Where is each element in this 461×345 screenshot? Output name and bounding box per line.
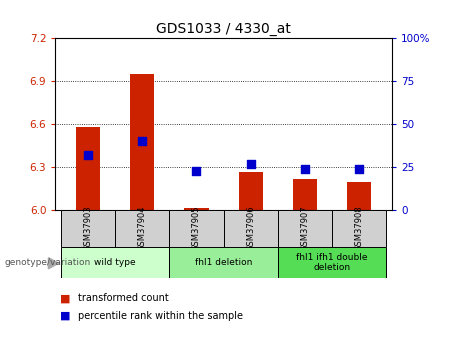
Bar	[61, 247, 169, 278]
Bar	[169, 210, 224, 247]
Text: ■: ■	[60, 294, 71, 303]
Bar	[76, 127, 100, 210]
Text: GSM37903: GSM37903	[83, 206, 92, 252]
Bar	[278, 210, 332, 247]
Point	[301, 166, 309, 172]
Bar	[224, 210, 278, 247]
Text: GSM37904: GSM37904	[138, 206, 147, 251]
Bar	[238, 172, 263, 210]
Text: GSM37906: GSM37906	[246, 206, 255, 252]
Bar	[332, 210, 386, 247]
Point	[355, 166, 363, 172]
Bar	[169, 247, 278, 278]
Text: wild type: wild type	[94, 258, 136, 267]
Text: GSM37905: GSM37905	[192, 206, 201, 251]
Bar	[293, 179, 317, 210]
Bar	[184, 208, 209, 210]
Bar	[130, 74, 154, 210]
Point	[84, 152, 92, 158]
Bar	[278, 247, 386, 278]
Text: GSM37907: GSM37907	[301, 206, 309, 252]
Title: GDS1033 / 4330_at: GDS1033 / 4330_at	[156, 21, 291, 36]
Bar	[115, 210, 169, 247]
Point	[247, 161, 254, 167]
Text: fhl1 deletion: fhl1 deletion	[195, 258, 252, 267]
Bar	[61, 210, 115, 247]
Point	[138, 139, 146, 144]
Text: GSM37908: GSM37908	[355, 206, 364, 252]
Point	[193, 168, 200, 174]
Text: percentile rank within the sample: percentile rank within the sample	[78, 311, 243, 321]
Bar	[347, 182, 372, 210]
Text: transformed count: transformed count	[78, 294, 169, 303]
Text: ■: ■	[60, 311, 71, 321]
Text: genotype/variation: genotype/variation	[5, 258, 91, 267]
Text: fhl1 ifh1 double
deletion: fhl1 ifh1 double deletion	[296, 253, 368, 272]
